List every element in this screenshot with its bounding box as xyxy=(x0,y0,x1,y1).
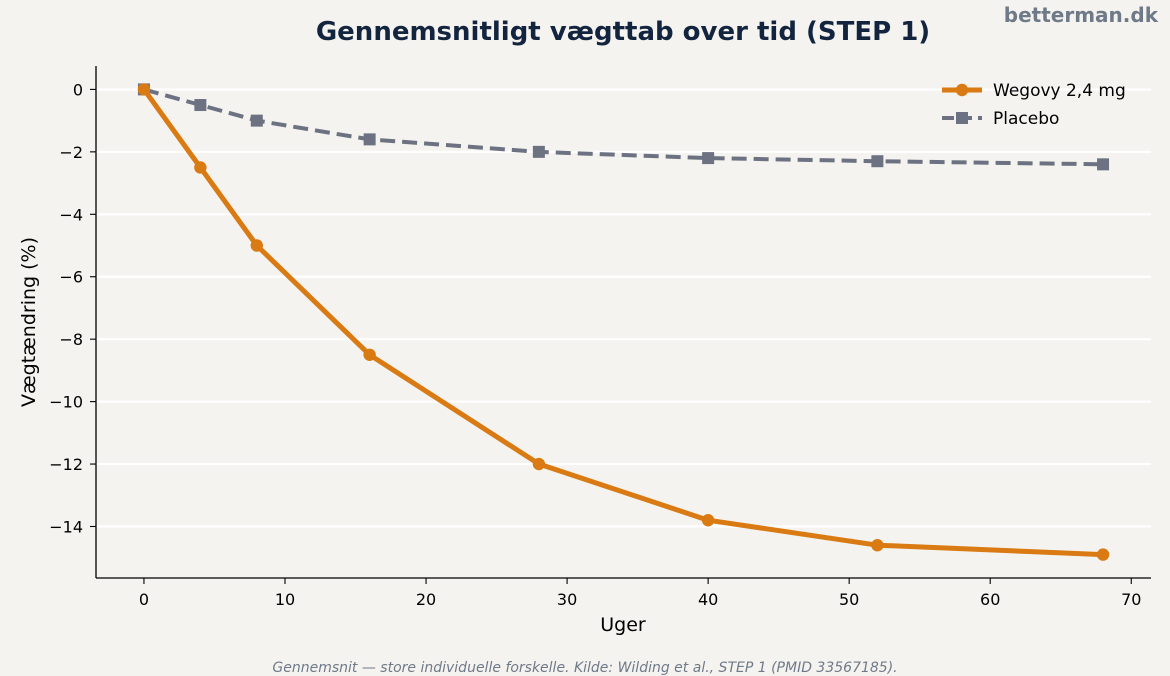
y-tick-label-2: −4 xyxy=(59,205,83,224)
y-axis-label: Vægtændring (%) xyxy=(18,237,40,407)
placebo-line xyxy=(143,87,1104,167)
placebo-point-2 xyxy=(250,114,263,127)
placebo-point-4 xyxy=(532,145,545,158)
source-footnote: Gennemsnit — store individuelle forskell… xyxy=(272,660,897,676)
wegovy-point-0 xyxy=(137,83,151,96)
y-tick-label-0: 0 xyxy=(73,80,83,99)
legend-wegovy-label: Wegovy 2,4 mg xyxy=(993,81,1126,101)
wegovy-point-4 xyxy=(532,457,546,471)
wegovy-point-3 xyxy=(363,348,376,361)
x-axis-ticks: 0 10 20 30 40 50 60 70 xyxy=(139,578,1141,609)
placebo-point-6 xyxy=(871,155,884,168)
brand-watermark: betterman.dk xyxy=(1004,3,1159,27)
wegovy-point-6 xyxy=(871,539,884,552)
wegovy-series xyxy=(137,83,1110,561)
y-tick-label-7: −14 xyxy=(49,517,83,536)
placebo-point-1 xyxy=(194,99,207,112)
wegovy-line xyxy=(141,86,1106,558)
placebo-series xyxy=(137,83,1110,171)
legend-placebo-marker xyxy=(956,112,968,124)
placebo-point-3 xyxy=(363,133,376,146)
x-tick-label-1: 10 xyxy=(275,590,295,609)
x-axis-label: Uger xyxy=(600,614,646,636)
wegovy-point-1 xyxy=(194,161,207,174)
legend-wegovy-marker xyxy=(955,83,969,97)
y-tick-label-1: −2 xyxy=(59,143,83,162)
x-tick-label-4: 40 xyxy=(698,590,718,609)
axes xyxy=(95,66,1151,579)
x-tick-label-7: 70 xyxy=(1121,590,1141,609)
x-tick-label-2: 20 xyxy=(416,590,436,609)
wegovy-point-2 xyxy=(250,239,263,252)
legend: Wegovy 2,4 mg Placebo xyxy=(942,81,1126,129)
y-tick-label-4: −8 xyxy=(59,330,83,349)
x-tick-label-5: 50 xyxy=(839,590,859,609)
x-tick-label-0: 0 xyxy=(139,590,149,609)
y-tick-label-6: −12 xyxy=(49,455,83,474)
y-axis-ticks: 0 −2 −4 −6 −8 −10 −12 −14 xyxy=(49,80,96,536)
chart-title: Gennemsnitligt vægttab over tid (STEP 1) xyxy=(316,17,930,47)
gridlines xyxy=(96,88,1151,528)
x-tick-label-6: 60 xyxy=(980,590,1000,609)
y-tick-label-3: −6 xyxy=(59,268,83,287)
x-tick-label-3: 30 xyxy=(557,590,577,609)
y-tick-label-5: −10 xyxy=(49,393,83,412)
placebo-point-5 xyxy=(702,152,715,165)
placebo-point-7 xyxy=(1097,158,1110,171)
wegovy-point-7 xyxy=(1096,548,1110,561)
wegovy-point-5 xyxy=(701,514,715,527)
series-group xyxy=(137,83,1110,561)
legend-placebo-label: Placebo xyxy=(993,109,1059,129)
